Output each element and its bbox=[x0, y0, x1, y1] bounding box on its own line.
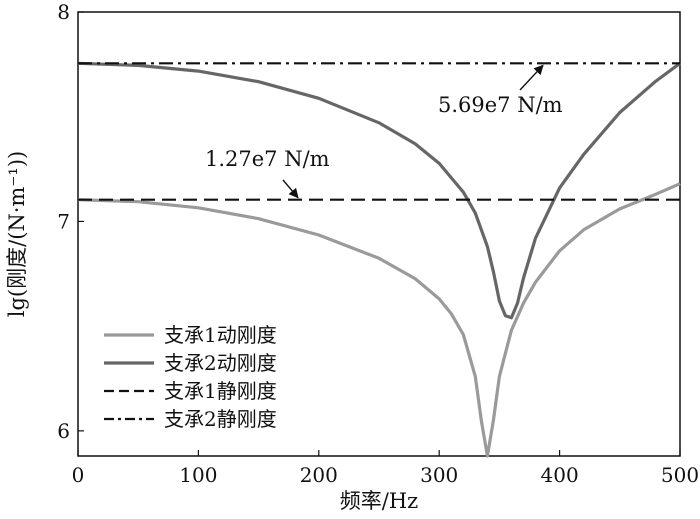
legend-entry: 支承1静刚度 bbox=[164, 379, 277, 403]
x-axis-label: 频率/Hz bbox=[340, 489, 418, 513]
x-tick-label: 400 bbox=[541, 463, 579, 487]
annotation-label: 1.27e7 N/m bbox=[205, 147, 330, 171]
legend-entry: 支承1动刚度 bbox=[164, 323, 277, 347]
plot-frame bbox=[77, 11, 681, 457]
series-line-1 bbox=[77, 182, 681, 458]
annotation-label: 5.69e7 N/m bbox=[438, 93, 563, 117]
x-tick-label: 300 bbox=[420, 463, 458, 487]
annotation-arrow bbox=[519, 64, 544, 91]
x-tick-label: 500 bbox=[661, 463, 699, 487]
legend-entry: 支承2静刚度 bbox=[164, 407, 277, 431]
plot-area bbox=[77, 11, 681, 457]
annotation-arrow bbox=[282, 179, 299, 199]
y-tick-label: 6 bbox=[57, 419, 70, 443]
x-tick-label: 0 bbox=[72, 463, 85, 487]
series-line-2 bbox=[77, 61, 681, 320]
annotation-layer: 1.27e7 N/m 5.69e7 N/m bbox=[205, 64, 563, 199]
y-tick-label: 8 bbox=[57, 0, 70, 24]
y-tick-label: 7 bbox=[57, 209, 70, 233]
ticks-layer: 0 100 200 300 400 500 6 7 8 bbox=[57, 0, 699, 487]
x-tick-label: 100 bbox=[179, 463, 217, 487]
series-layer bbox=[77, 61, 681, 458]
legend-entry: 支承2动刚度 bbox=[164, 351, 277, 375]
x-tick-label: 200 bbox=[300, 463, 338, 487]
y-axis-label: lg(刚度/(N·m⁻¹)) bbox=[5, 151, 29, 317]
